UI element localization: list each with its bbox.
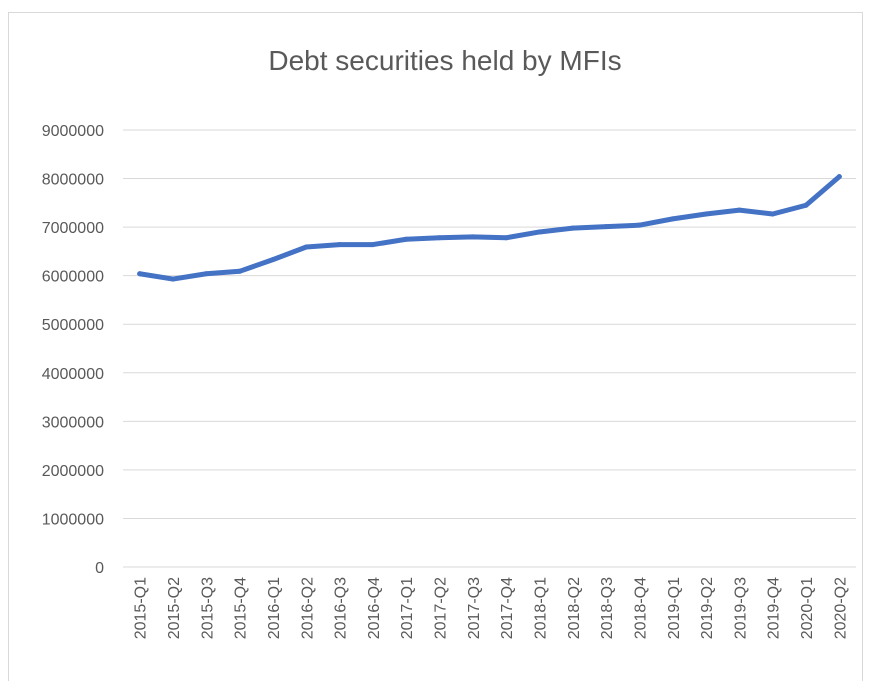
data-point: [536, 229, 542, 235]
data-point: [237, 268, 243, 274]
data-point: [303, 244, 309, 250]
x-tick-label: 2015-Q3: [199, 577, 216, 639]
data-point: [370, 242, 376, 248]
y-tick-label: 9000000: [42, 123, 104, 140]
x-tick-label: 2017-Q1: [399, 577, 416, 639]
chart-title: Debt securities held by MFIs: [268, 45, 621, 76]
y-tick-label: 7000000: [42, 220, 104, 237]
y-tick-label: 8000000: [42, 172, 104, 189]
x-tick-label: 2015-Q1: [133, 577, 150, 639]
x-tick-label: 2015-Q2: [166, 577, 183, 639]
gridlines: [123, 129, 856, 568]
x-axis-tick-labels: 2015-Q1 2015-Q2 2015-Q3 2015-Q4 2016-Q1 2016-…: [133, 577, 850, 639]
data-point: [203, 271, 209, 277]
data-point: [736, 207, 742, 213]
x-tick-label: 2019-Q1: [666, 577, 683, 639]
data-point: [270, 257, 276, 263]
x-tick-label: 2016-Q3: [333, 577, 350, 639]
x-tick-label: 2018-Q1: [532, 577, 549, 639]
y-tick-label: 4000000: [42, 366, 104, 383]
y-tick-label: 6000000: [42, 269, 104, 286]
data-point: [403, 236, 409, 242]
x-tick-label: 2016-Q2: [299, 577, 316, 639]
x-tick-label: 2020-Q1: [799, 577, 816, 639]
x-tick-label: 2017-Q4: [499, 577, 516, 639]
y-tick-label: 5000000: [42, 317, 104, 334]
y-axis-tick-labels: 0 1000000 2000000 3000000 4000000 5000000 6000…: [42, 123, 104, 577]
x-tick-label: 2016-Q1: [266, 577, 283, 639]
series-layer: [137, 174, 842, 282]
x-tick-label: 2018-Q2: [566, 577, 583, 639]
data-point: [670, 216, 676, 222]
data-point: [170, 276, 176, 282]
x-tick-label: 2018-Q3: [599, 577, 616, 639]
data-point: [603, 224, 609, 230]
series-line: [137, 174, 842, 282]
data-point: [636, 222, 642, 228]
y-tick-label: 1000000: [42, 511, 104, 528]
x-tick-label: 2019-Q4: [766, 577, 783, 639]
data-point: [137, 271, 143, 277]
data-point: [470, 234, 476, 240]
x-tick-label: 2015-Q4: [233, 577, 250, 639]
data-point: [570, 225, 576, 231]
chart-frame: [8, 12, 863, 681]
x-tick-label: 2020-Q2: [832, 577, 849, 639]
x-tick-label: 2019-Q3: [732, 577, 749, 639]
data-point: [503, 235, 509, 241]
y-tick-label: 3000000: [42, 414, 104, 431]
data-point: [770, 211, 776, 217]
y-tick-label: 0: [95, 560, 104, 577]
x-tick-label: 2017-Q3: [466, 577, 483, 639]
x-tick-label: 2019-Q2: [699, 577, 716, 639]
x-tick-label: 2017-Q2: [433, 577, 450, 639]
x-tick-label: 2018-Q4: [632, 577, 649, 639]
data-point: [836, 174, 842, 180]
x-tick-label: 2016-Q4: [366, 577, 383, 639]
data-point: [703, 211, 709, 217]
y-tick-label: 2000000: [42, 463, 104, 480]
data-point: [803, 202, 809, 208]
data-point: [437, 235, 443, 241]
data-point: [337, 242, 343, 248]
